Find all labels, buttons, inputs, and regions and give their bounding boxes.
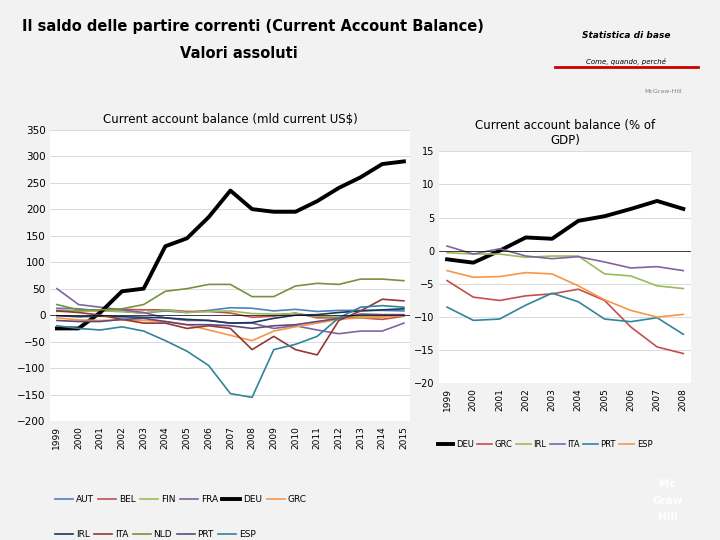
Text: McGraw-Hill: McGraw-Hill [644,89,682,94]
Text: Hill: Hill [658,512,678,522]
Legend: DEU, GRC, IRL, ITA, PRT, ESP: DEU, GRC, IRL, ITA, PRT, ESP [438,440,652,449]
Text: Come, quando, perché: Come, quando, perché [586,58,667,65]
Text: Il saldo delle partire correnti (Current Account Balance): Il saldo delle partire correnti (Current… [22,19,483,34]
Text: Mc: Mc [660,479,676,489]
Text: Valori assoluti: Valori assoluti [180,46,298,61]
Legend: IRL, ITA, NLD, PRT, ESP: IRL, ITA, NLD, PRT, ESP [55,530,256,539]
Text: Graw: Graw [652,496,683,506]
Title: Current account balance (% of
GDP): Current account balance (% of GDP) [475,119,655,147]
Title: Current account balance (mld current US$): Current account balance (mld current US$… [103,113,358,126]
Text: Statistica di base: Statistica di base [582,31,670,40]
